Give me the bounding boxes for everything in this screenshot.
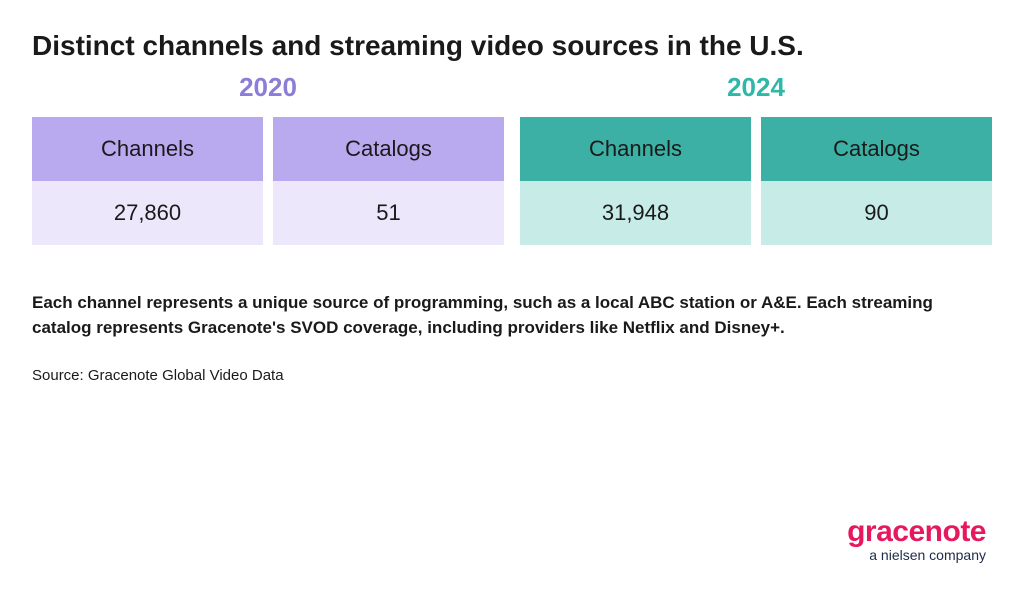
comparison-tables: 2020 Channels 27,860 Catalogs 51 2024 Ch… bbox=[32, 72, 992, 245]
column-header: Catalogs bbox=[761, 117, 992, 181]
column-catalogs: Catalogs 90 bbox=[761, 117, 992, 245]
year-columns: Channels 27,860 Catalogs 51 bbox=[32, 117, 504, 245]
column-value: 31,948 bbox=[520, 181, 751, 245]
column-header: Channels bbox=[520, 117, 751, 181]
column-header: Channels bbox=[32, 117, 263, 181]
column-value: 90 bbox=[761, 181, 992, 245]
column-header: Catalogs bbox=[273, 117, 504, 181]
chart-description: Each channel represents a unique source … bbox=[32, 291, 952, 340]
column-value: 27,860 bbox=[32, 181, 263, 245]
logo-main-text: gracenote bbox=[847, 515, 986, 549]
gracenote-logo: gracenote a nielsen company bbox=[847, 515, 986, 563]
column-channels: Channels 27,860 bbox=[32, 117, 263, 245]
chart-title: Distinct channels and streaming video so… bbox=[32, 28, 992, 64]
column-value: 51 bbox=[273, 181, 504, 245]
column-catalogs: Catalogs 51 bbox=[273, 117, 504, 245]
year-label: 2024 bbox=[520, 72, 992, 103]
column-channels: Channels 31,948 bbox=[520, 117, 751, 245]
year-block-2020: 2020 Channels 27,860 Catalogs 51 bbox=[32, 72, 504, 245]
year-columns: Channels 31,948 Catalogs 90 bbox=[520, 117, 992, 245]
year-label: 2020 bbox=[32, 72, 504, 103]
year-block-2024: 2024 Channels 31,948 Catalogs 90 bbox=[520, 72, 992, 245]
logo-sub-text: a nielsen company bbox=[847, 547, 986, 563]
source-attribution: Source: Gracenote Global Video Data bbox=[32, 367, 992, 384]
